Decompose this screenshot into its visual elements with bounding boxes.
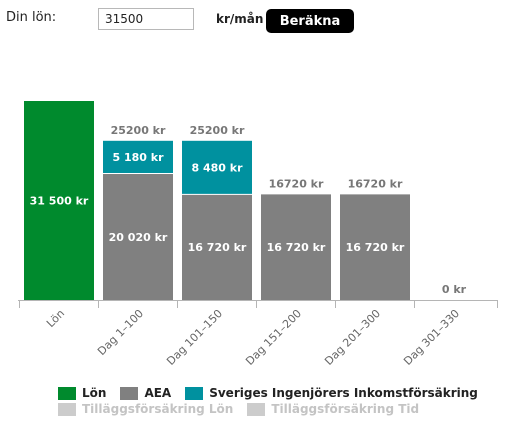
bar-value-label: 16 720 kr: [188, 241, 247, 254]
unit-label: kr/mån: [216, 12, 264, 26]
legend-swatch: [58, 386, 76, 400]
legend-item[interactable]: AEA: [120, 386, 171, 400]
legend-item[interactable]: Tilläggsförsäkring Tid: [247, 402, 419, 416]
benefit-chart: 31 500 kr Lön 20 020 kr 5 180 kr 25200 kr Dag…: [18, 101, 498, 368]
bar-segment[interactable]: [103, 140, 173, 174]
bar-total-label: 25200 kr: [190, 124, 245, 137]
x-tick-label: Dag 1–100: [95, 307, 146, 358]
salary-label: Din lön:: [6, 10, 57, 25]
bar-segment[interactable]: [182, 194, 252, 300]
bar-value-label: 16 720 kr: [267, 241, 326, 254]
salary-form: Din lön: kr/mån Beräkna: [0, 0, 518, 40]
legend-swatch: [247, 402, 266, 416]
bar-segment[interactable]: [340, 194, 410, 300]
bar-value-label: 16 720 kr: [346, 241, 405, 254]
legend-label: Sveriges Ingenjörers Inkomstförsäkring: [209, 386, 478, 400]
legend-item[interactable]: Tilläggsförsäkring Lön: [58, 402, 233, 416]
bar-segment[interactable]: [261, 194, 331, 300]
bar-value-label: 31 500 kr: [30, 195, 89, 208]
bar-value-label: 8 480 kr: [191, 162, 243, 175]
x-tick-label: Lön: [44, 307, 67, 330]
bar-value-label: 5 180 kr: [112, 151, 164, 164]
bar-total-label: 25200 kr: [111, 124, 166, 137]
calculate-button[interactable]: Beräkna: [266, 9, 354, 33]
legend-label: AEA: [144, 386, 172, 400]
bar-segment[interactable]: [103, 173, 173, 300]
legend-label: Tilläggsförsäkring Tid: [271, 402, 420, 416]
legend-swatch: [120, 386, 139, 400]
salary-input[interactable]: [98, 8, 194, 30]
legend-label: Tilläggsförsäkring Lön: [82, 402, 234, 416]
legend-label: Lön: [82, 386, 107, 400]
x-tick-label: Dag 201–300: [322, 307, 383, 368]
legend-swatch: [58, 402, 76, 416]
x-tick-label: Dag 151–200: [243, 307, 304, 368]
bar-segment[interactable]: [24, 101, 94, 300]
legend-item[interactable]: Lön: [58, 386, 106, 400]
bar-total-label: 16720 kr: [269, 177, 324, 190]
bar-total-label: 16720 kr: [348, 177, 403, 190]
legend-item[interactable]: Sveriges Ingenjörers Inkomstförsäkring: [185, 386, 478, 400]
bar-total-label: 0 kr: [442, 283, 467, 296]
bar-value-label: 20 020 kr: [109, 231, 168, 244]
x-tick-label: Dag 301–330: [401, 307, 462, 368]
bar-segment[interactable]: [182, 140, 252, 195]
x-tick-label: Dag 101–150: [164, 307, 225, 368]
legend-swatch: [185, 386, 204, 400]
